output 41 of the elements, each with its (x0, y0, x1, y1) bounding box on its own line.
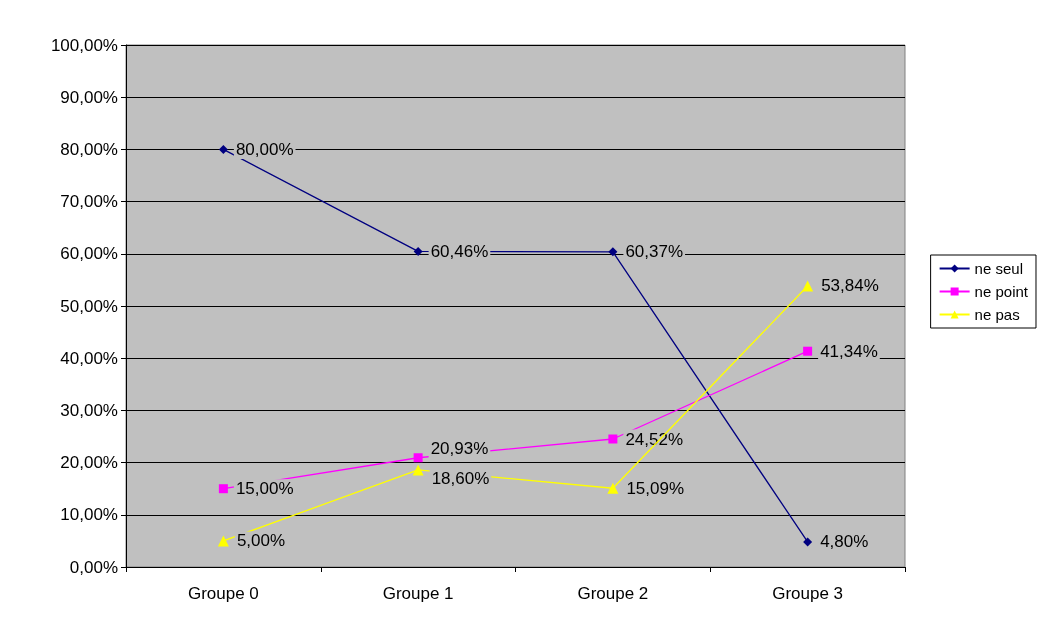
y-tick-label: 50,00% (60, 296, 118, 316)
point (608, 247, 618, 257)
point (802, 280, 814, 292)
point (218, 484, 228, 494)
data-label: 41,34% (820, 341, 878, 361)
legend-label: ne pas (974, 306, 1020, 323)
data-label: 53,84% (821, 276, 879, 296)
point (803, 346, 813, 356)
y-tick-label: 100,00% (50, 35, 118, 55)
x-tick-label: Groupe 1 (382, 584, 454, 603)
legend-label: ne seul (974, 260, 1023, 277)
y-tick-label: 60,00% (60, 244, 118, 264)
data-label: 15,09% (626, 478, 685, 498)
data-label: 60,37% (625, 242, 684, 262)
point (413, 246, 423, 256)
point (608, 434, 618, 444)
y-tick-label: 0,00% (69, 557, 118, 577)
data-label: 4,80% (820, 532, 869, 552)
point (412, 464, 424, 476)
x-tick-label: Groupe 2 (577, 584, 649, 603)
data-label: 5,00% (236, 531, 286, 551)
point (803, 537, 813, 547)
y-tick-label: 30,00% (60, 400, 118, 420)
x-tick-label: Groupe 0 (187, 584, 259, 603)
x-tick-label: Groupe 3 (772, 584, 844, 603)
y-tick-label: 40,00% (60, 348, 118, 368)
data-label: 15,00% (235, 479, 294, 499)
point (217, 535, 229, 547)
point (413, 453, 423, 463)
data-label: 18,60% (431, 469, 490, 489)
point (607, 482, 619, 494)
data-label: 80,00% (235, 139, 294, 159)
legend-label: ne point (974, 283, 1029, 300)
y-tick-label: 10,00% (60, 505, 118, 525)
data-label: 60,46% (430, 241, 489, 261)
data-label: 20,93% (430, 439, 489, 459)
y-tick-label: 90,00% (60, 87, 118, 107)
y-tick-label: 80,00% (60, 139, 118, 159)
point (218, 144, 228, 154)
y-tick-label: 70,00% (60, 192, 118, 212)
y-tick-label: 20,00% (60, 453, 118, 473)
